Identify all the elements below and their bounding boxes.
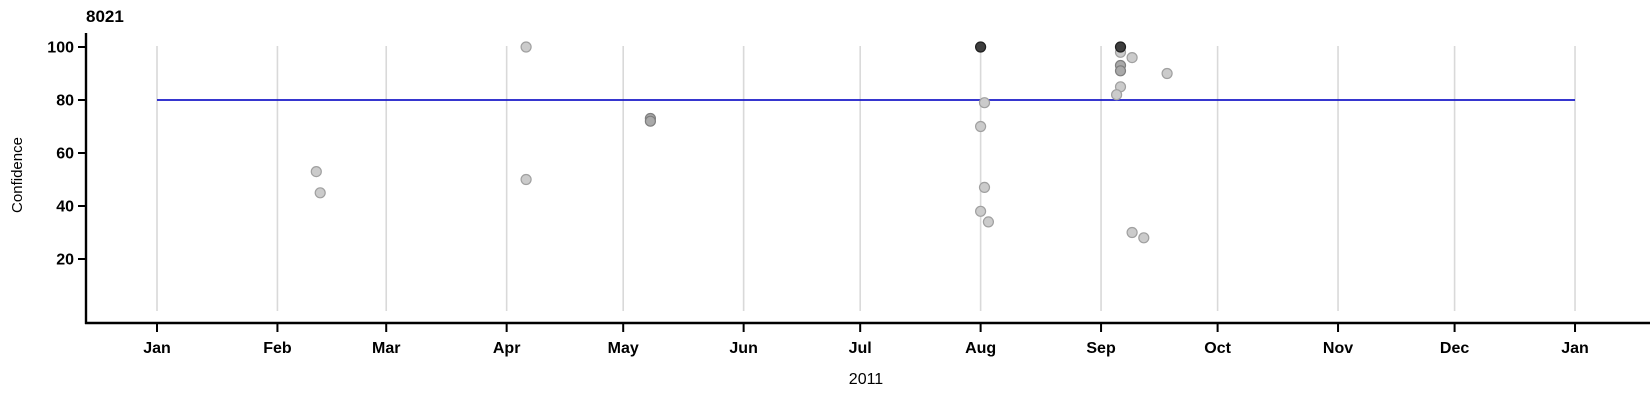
x-axis-year-label: 2011 — [849, 371, 884, 388]
data-point — [314, 187, 326, 199]
axis-layer — [78, 33, 1650, 332]
x-tick-label: Jul — [849, 340, 872, 357]
data-point — [1110, 89, 1123, 101]
data-point — [310, 166, 322, 178]
x-tick-label: Aug — [965, 340, 996, 357]
x-tick-label: Jan — [1561, 340, 1589, 357]
x-tick-label: May — [608, 340, 639, 357]
y-tick-label: 80 — [56, 93, 74, 110]
data-point — [1114, 65, 1127, 77]
gridline-layer — [156, 46, 1576, 311]
x-tick-label: Jun — [729, 340, 757, 357]
data-point — [978, 97, 991, 109]
y-tick-label: 100 — [47, 40, 74, 57]
data-point — [644, 115, 657, 127]
data-point — [1126, 51, 1138, 64]
x-tick-label: Nov — [1323, 340, 1353, 357]
chart-title: 8021 — [86, 7, 124, 26]
data-point — [974, 205, 987, 217]
data-point — [974, 120, 987, 133]
data-point — [520, 41, 532, 53]
x-tick-label: Feb — [263, 340, 292, 357]
y-tick-label: 20 — [56, 252, 74, 269]
data-point — [520, 173, 532, 186]
y-tick-label: 60 — [56, 146, 74, 163]
data-point — [1114, 41, 1127, 53]
x-tick-label: Sep — [1086, 340, 1116, 357]
data-point — [1126, 226, 1138, 239]
y-tick-label: 40 — [56, 199, 74, 216]
x-tick-label: Mar — [372, 340, 400, 357]
label-layer: Jan Feb Mar Apr May Jun Jul Aug Sep Oct Nov Dec Jan 2… — [47, 40, 1589, 358]
data-point — [1138, 232, 1150, 244]
data-point — [974, 41, 987, 53]
x-tick-label: Jan — [143, 340, 171, 357]
x-tick-label: Dec — [1440, 340, 1469, 357]
x-tick-label: Oct — [1204, 340, 1231, 357]
y-axis-label: Confidence — [9, 137, 26, 213]
point-layer — [310, 41, 1173, 244]
data-point — [982, 216, 995, 228]
x-tick-label: Apr — [493, 340, 521, 357]
data-point — [1161, 67, 1173, 80]
data-point — [978, 181, 991, 193]
